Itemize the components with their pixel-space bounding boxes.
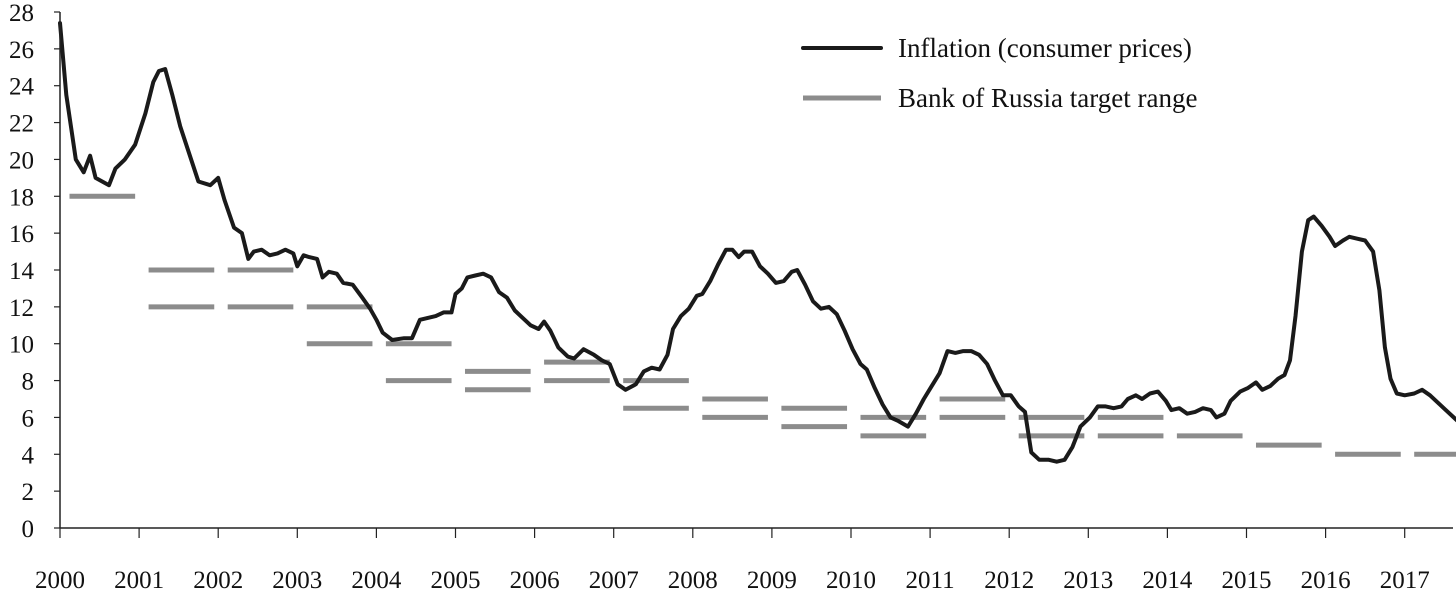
x-tick-label: 2002 — [193, 567, 243, 592]
y-tick-label: 28 — [9, 0, 34, 27]
y-tick-label: 10 — [9, 332, 34, 359]
x-axis-ticks: 2000 2001 2002 2003 2004 2005 2006 2007 2008 2009… — [35, 528, 1430, 592]
x-tick-label: 2004 — [351, 567, 402, 592]
x-tick-label: 2014 — [1142, 567, 1193, 592]
x-tick-label: 2006 — [510, 567, 560, 592]
target-range-series — [69, 193, 1456, 457]
y-tick-label: 24 — [9, 74, 35, 101]
y-tick-label: 18 — [9, 184, 34, 211]
inflation-series-line — [58, 21, 1456, 464]
x-tick-label: 2016 — [1301, 567, 1351, 592]
legend: Inflation (consumer prices) Bank of Russ… — [801, 33, 1197, 113]
x-tick-label: 2011 — [906, 567, 955, 592]
y-tick-label: 14 — [9, 258, 35, 285]
y-tick-label: 20 — [9, 147, 34, 174]
y-tick-label: 0 — [22, 516, 35, 543]
y-tick-label: 22 — [9, 111, 34, 138]
x-tick-label: 2003 — [272, 567, 322, 592]
x-tick-label: 2012 — [984, 567, 1034, 592]
y-tick-label: 26 — [9, 37, 34, 64]
y-tick-label: 8 — [22, 369, 35, 396]
y-tick-label: 2 — [22, 479, 35, 506]
y-tick-label: 6 — [22, 405, 35, 432]
y-tick-label: 16 — [9, 221, 34, 248]
x-tick-label: 2017 — [1380, 567, 1430, 592]
legend-inflation-label: Inflation (consumer prices) — [898, 33, 1192, 63]
x-tick-label: 2010 — [826, 567, 876, 592]
x-tick-label: 2001 — [114, 567, 164, 592]
x-tick-label: 2007 — [589, 567, 639, 592]
x-tick-label: 2015 — [1222, 567, 1272, 592]
y-tick-label: 12 — [9, 295, 34, 322]
y-tick-label: 4 — [22, 442, 35, 469]
legend-target-label: Bank of Russia target range — [898, 83, 1197, 113]
x-tick-label: 2013 — [1063, 567, 1113, 592]
x-tick-label: 2009 — [747, 567, 797, 592]
x-tick-label: 2000 — [35, 567, 85, 592]
x-tick-label: 2005 — [431, 567, 481, 592]
x-tick-label: 2008 — [668, 567, 718, 592]
